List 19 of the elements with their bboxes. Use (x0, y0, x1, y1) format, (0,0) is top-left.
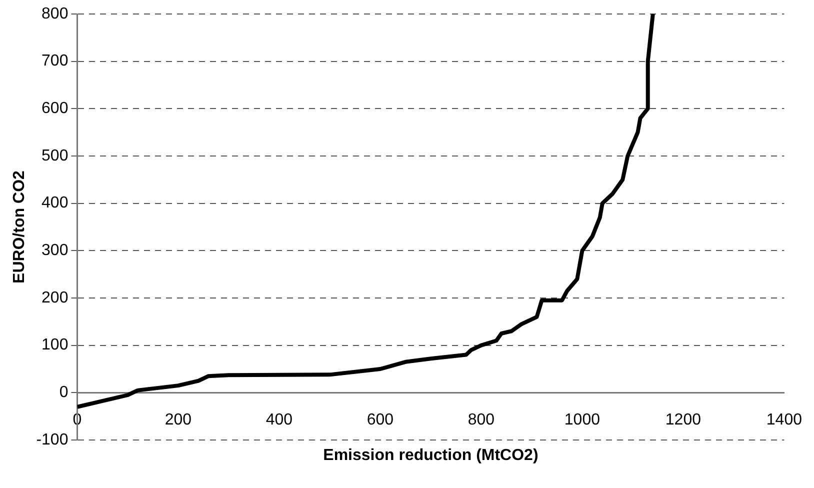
y-tick-label: 500 (42, 147, 68, 164)
y-tick-label: 0 (59, 384, 68, 402)
x-axis-title: Emission reduction (MtCO2) (323, 446, 538, 464)
y-tick-label: 400 (42, 194, 68, 212)
y-tick-label: 100 (42, 336, 68, 354)
x-tick-label: 200 (164, 412, 192, 429)
x-tick-label: 400 (266, 412, 293, 429)
x-tick-label: 600 (366, 412, 394, 429)
y-tick-label: 700 (42, 52, 68, 70)
y-tick-label: -100 (36, 431, 68, 448)
y-axis-title: EURO/ton CO2 (11, 170, 28, 284)
x-tick-label: 1200 (665, 412, 702, 429)
y-tick-label: 600 (42, 100, 68, 118)
x-tick-label: 800 (468, 412, 495, 429)
y-tick-label: 300 (42, 242, 68, 260)
x-tick-label: 1400 (766, 412, 802, 429)
y-tick-label: 800 (42, 5, 68, 22)
y-tick-label: 200 (42, 289, 68, 306)
x-tick-label: 1000 (564, 412, 600, 429)
